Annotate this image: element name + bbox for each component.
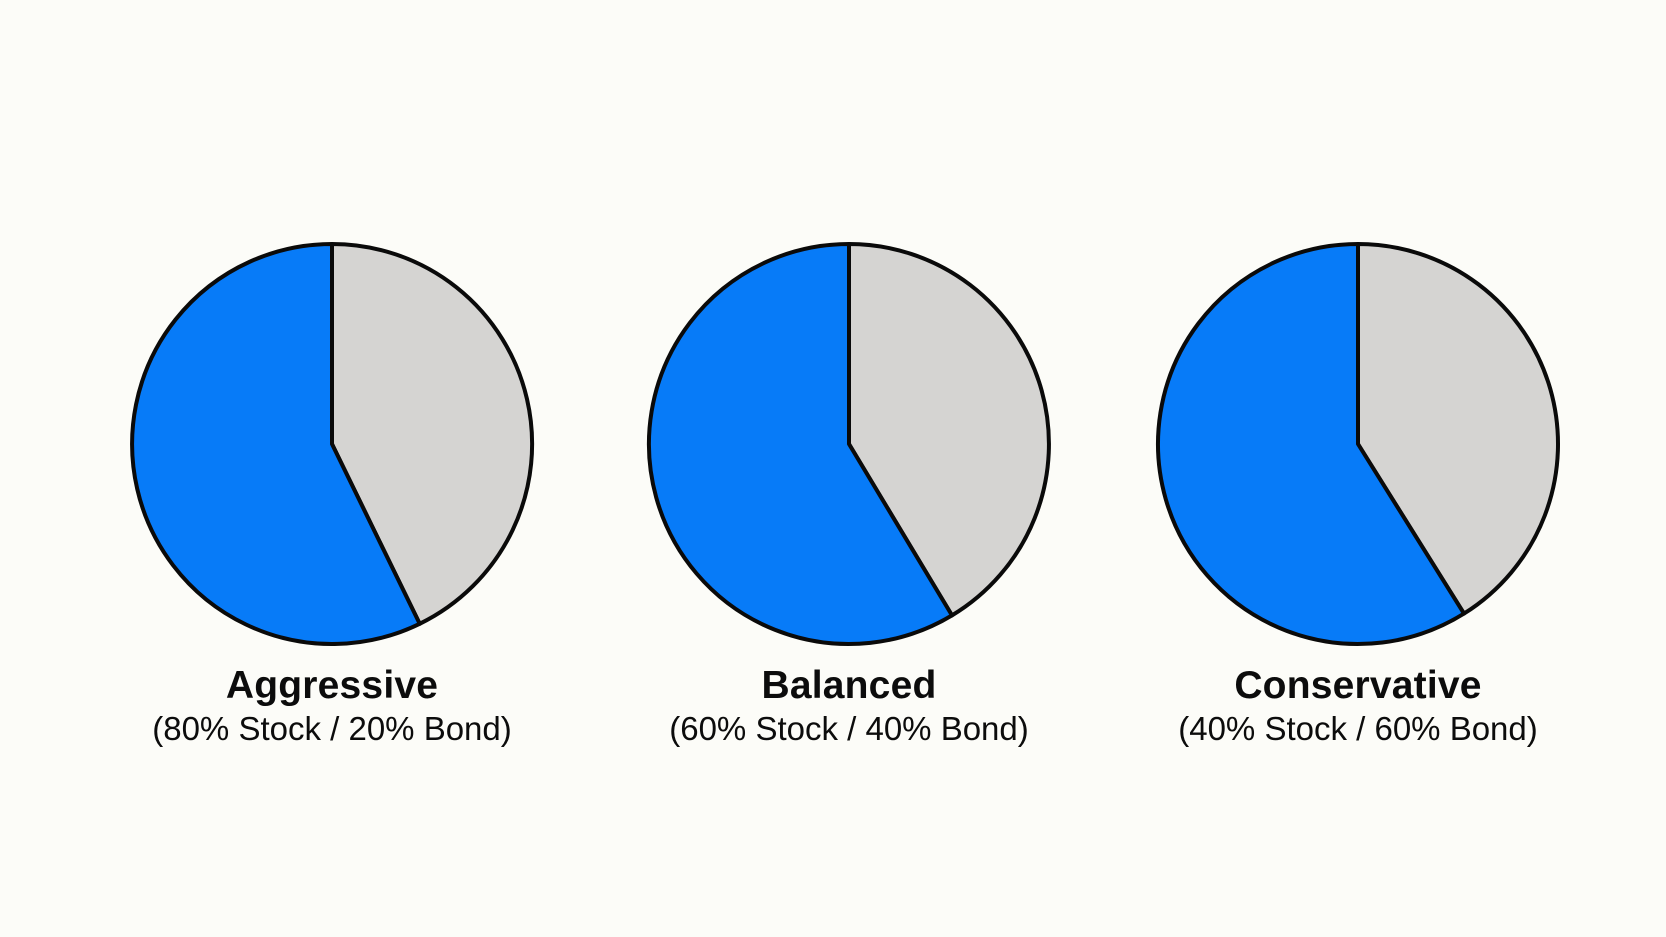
pie-figure-conservative: Conservative (40% Stock / 60% Bond) <box>1138 234 1578 748</box>
pie-subtitle: (80% Stock / 20% Bond) <box>152 709 512 747</box>
pie-title: Conservative <box>1234 664 1482 707</box>
pie-title: Aggressive <box>225 664 439 707</box>
stock-slice <box>646 242 954 646</box>
pie-caption: Conservative (40% Stock / 60% Bond) <box>1138 664 1578 748</box>
bond-slice <box>330 242 535 626</box>
pie-chart-conservative <box>1156 242 1560 646</box>
pie-chart-balanced <box>646 242 1051 646</box>
bond-slice <box>847 242 1051 618</box>
stock-slice <box>130 242 422 646</box>
pie-figure-aggressive: Aggressive (80% Stock / 20% Bond) <box>112 234 552 748</box>
pie-subtitle: (40% Stock / 60% Bond) <box>1178 709 1538 747</box>
pie-chart-aggressive <box>130 242 535 646</box>
pie-caption: Aggressive (80% Stock / 20% Bond) <box>112 664 552 748</box>
pie-title: Balanced <box>761 664 937 707</box>
stock-slice <box>1156 242 1466 646</box>
pie-figure-balanced: Balanced (60% Stock / 40% Bond) <box>629 234 1069 748</box>
pie-caption: Balanced (60% Stock / 40% Bond) <box>629 664 1069 748</box>
pie-subtitle: (60% Stock / 40% Bond) <box>669 709 1029 747</box>
